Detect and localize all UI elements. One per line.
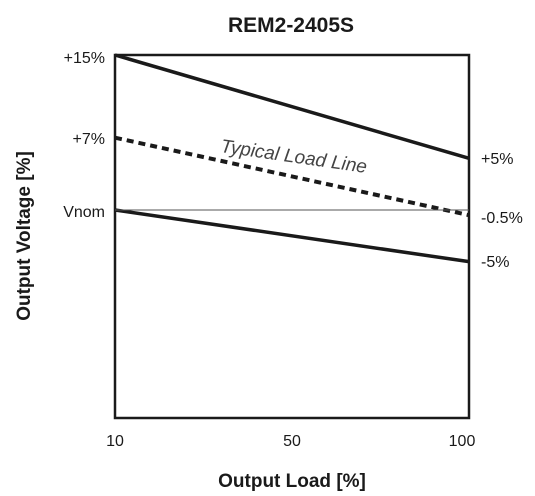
lower-limit-line [114,208,470,264]
typical-load-line-label: Typical Load Line [219,136,368,178]
x-axis-label: Output Load [%] [218,471,366,492]
upper-limit-line [114,53,470,161]
plot-frame [113,53,471,420]
chart-title: REM2-2405S [228,14,354,37]
x-tick-50: 50 [283,433,301,450]
left-label-upper: +15% [64,50,105,67]
right-label-upper: +5% [481,151,513,168]
right-label-typical: -0.5% [481,210,523,227]
left-label-typical: +7% [73,131,105,148]
x-tick-100: 100 [449,433,476,450]
typical-load-line [114,135,470,218]
x-tick-10: 10 [106,433,124,450]
left-label-nominal: Vnom [63,204,105,221]
right-label-lower: -5% [481,254,509,271]
y-axis-label: Output Voltage [%] [14,151,35,321]
